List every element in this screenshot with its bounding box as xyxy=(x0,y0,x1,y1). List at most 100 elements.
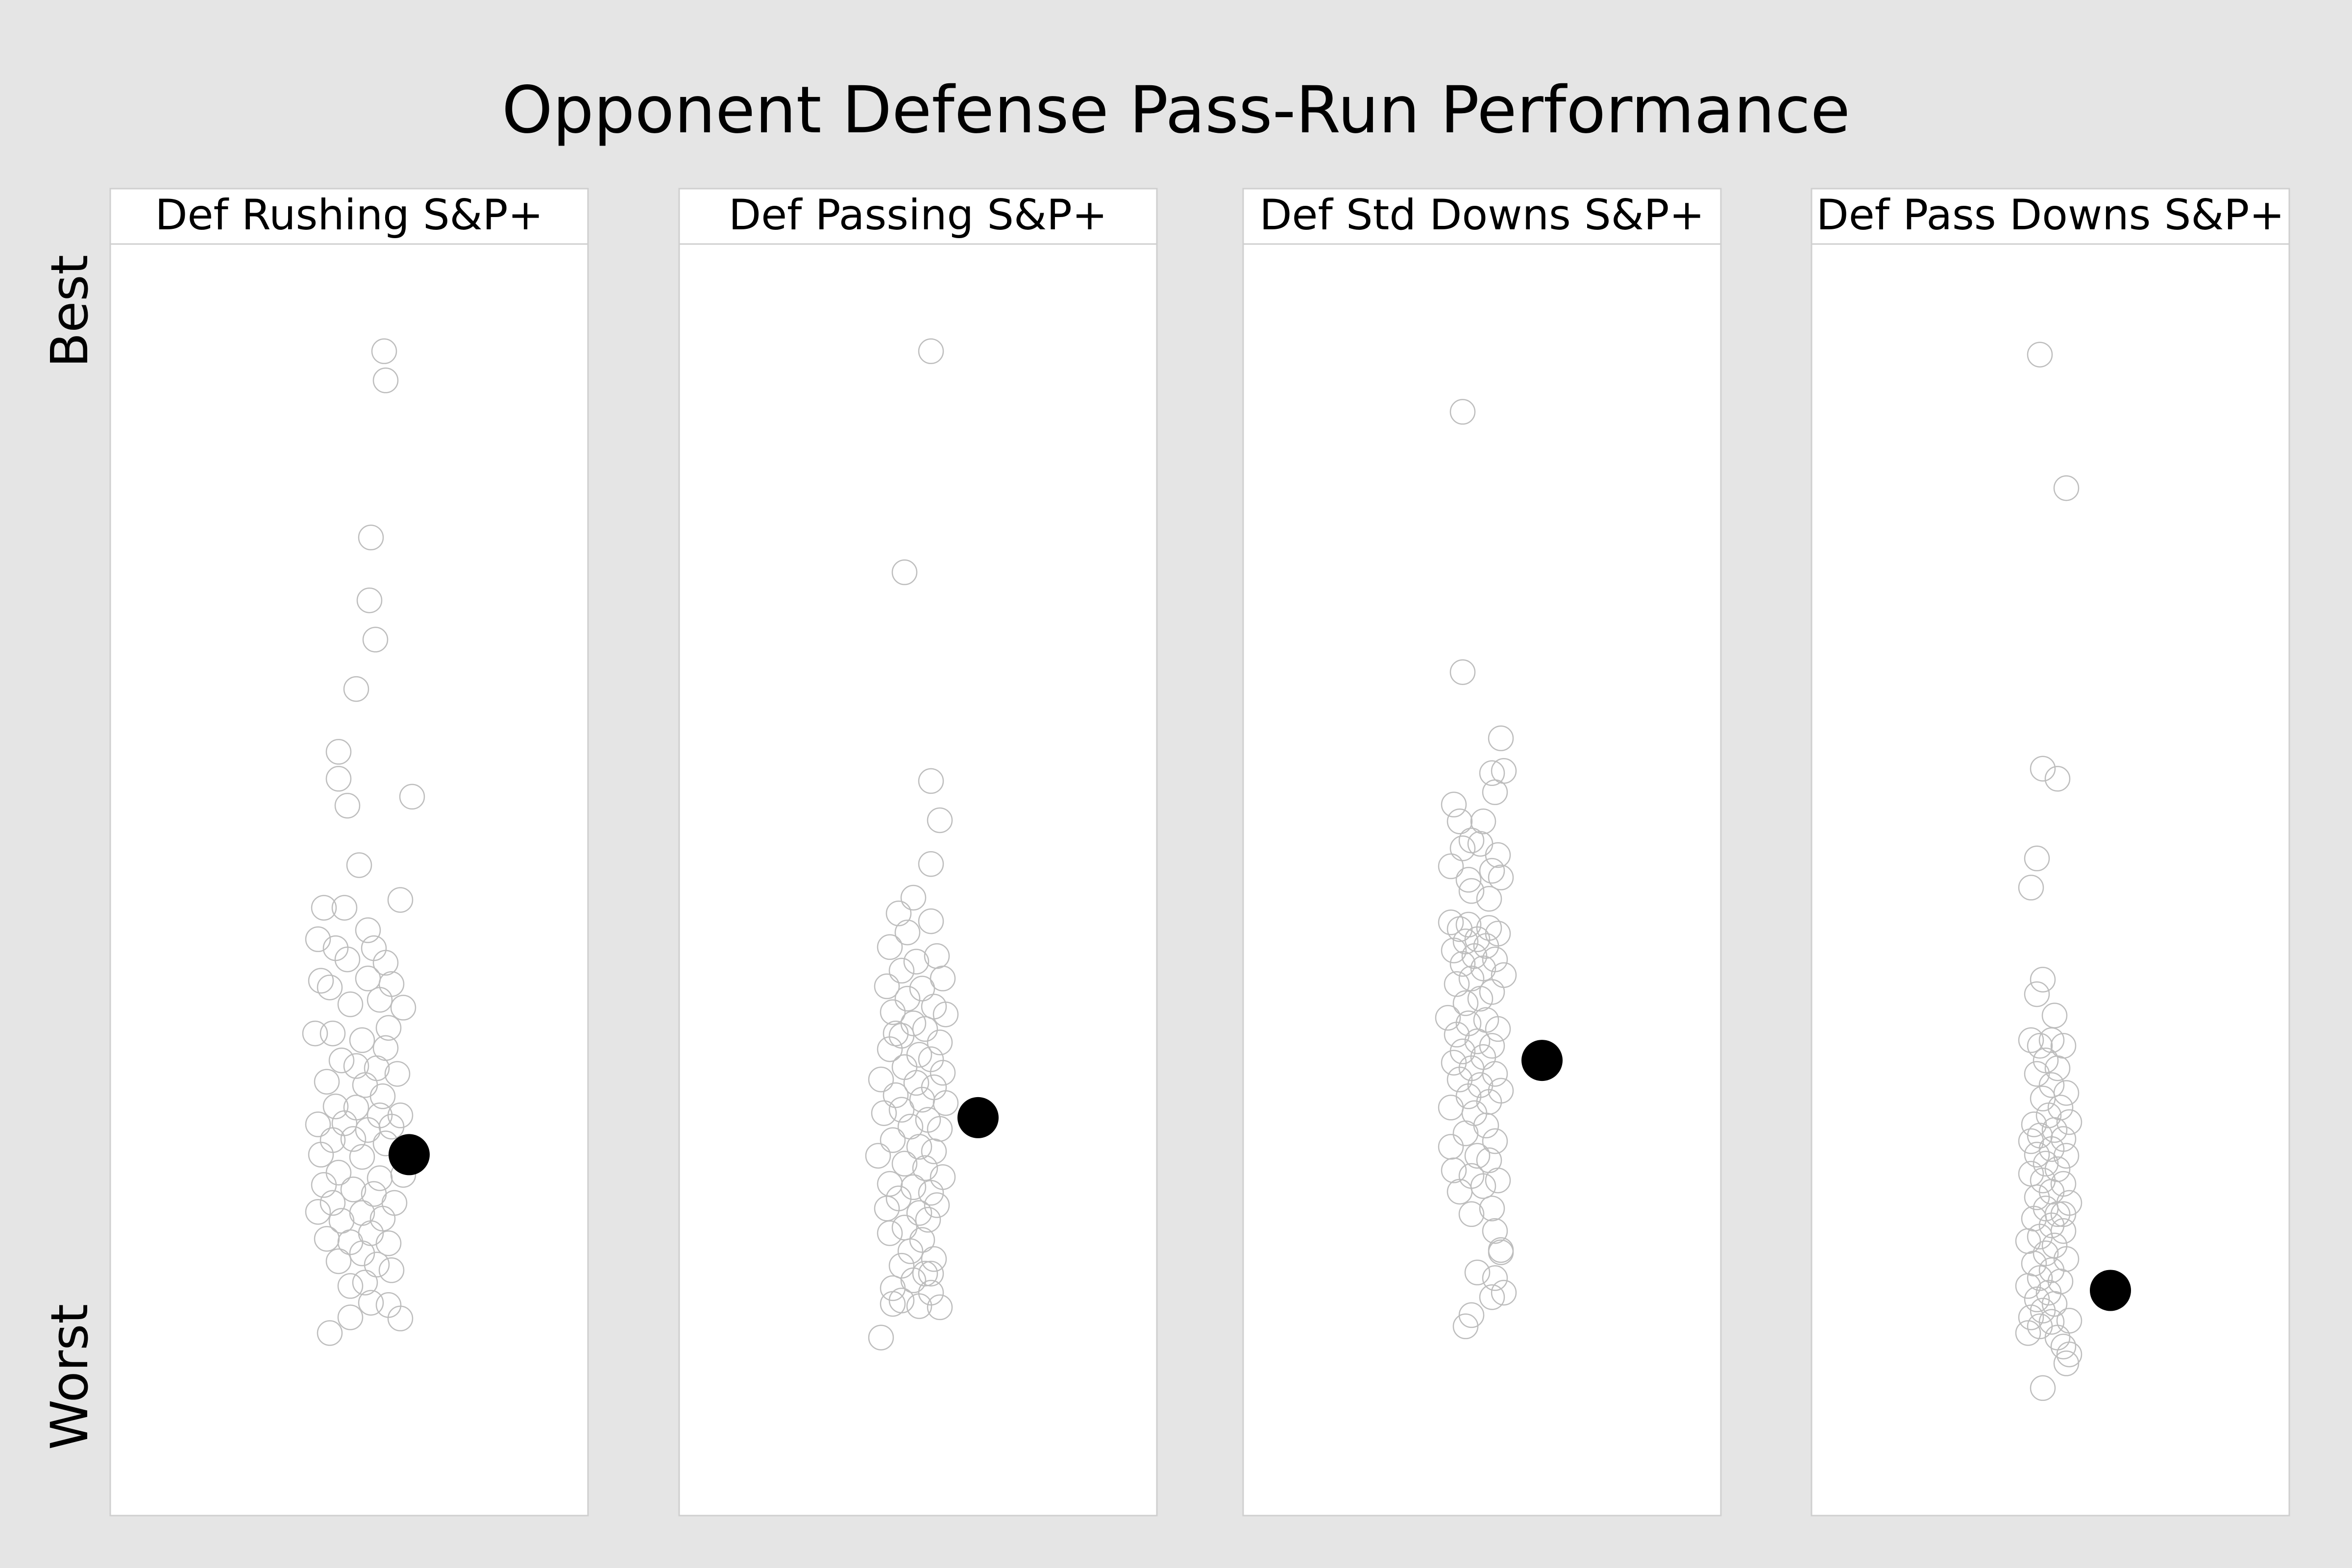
other-team-point xyxy=(1446,1178,1473,1205)
other-team-point xyxy=(1441,937,1467,963)
other-team-point xyxy=(906,1200,932,1226)
other-team-point xyxy=(302,1020,328,1047)
other-team-point xyxy=(877,1220,903,1246)
other-team-point xyxy=(906,1293,932,1319)
other-team-point xyxy=(2024,1286,2050,1313)
panel-2: Def Passing S&P+ xyxy=(678,188,1158,1517)
other-team-point xyxy=(325,1248,352,1274)
other-team-point xyxy=(319,1020,346,1047)
other-team-point xyxy=(877,934,903,960)
other-team-point xyxy=(2035,1279,2062,1306)
other-team-point xyxy=(2015,1320,2041,1346)
other-team-point xyxy=(882,1020,909,1047)
other-team-point xyxy=(1455,867,1482,893)
other-team-point xyxy=(2053,1143,2080,1169)
other-team-point xyxy=(1479,760,1505,786)
other-team-point xyxy=(1485,1016,1511,1042)
panel-title: Def Pass Downs S&P+ xyxy=(1816,191,2285,240)
other-team-point xyxy=(927,807,953,833)
other-team-point xyxy=(2056,1109,2082,1135)
other-team-point xyxy=(349,1144,375,1170)
other-team-point xyxy=(1488,864,1514,891)
other-team-point xyxy=(2018,1304,2044,1330)
other-team-point xyxy=(2038,1136,2065,1162)
other-team-point xyxy=(1491,1279,1517,1306)
other-team-point xyxy=(2030,756,2056,782)
other-team-point xyxy=(2033,1151,2059,1177)
other-team-point xyxy=(1438,909,1464,935)
other-team-point xyxy=(2018,875,2044,901)
other-team-point xyxy=(2053,1350,2080,1376)
other-team-point xyxy=(334,946,361,973)
chart-title: Opponent Defense Pass-Run Performance xyxy=(502,73,1850,148)
other-team-point xyxy=(328,1047,355,1074)
other-team-point xyxy=(358,524,384,551)
panel-plot-area xyxy=(678,243,1158,1517)
other-team-point xyxy=(880,1127,906,1153)
other-team-point xyxy=(343,676,369,702)
other-team-point xyxy=(2056,1341,2082,1368)
other-team-point xyxy=(930,1060,956,1086)
other-team-point xyxy=(1488,725,1514,752)
other-team-point xyxy=(2030,1085,2056,1112)
other-team-point xyxy=(2050,1333,2077,1360)
other-team-point xyxy=(906,1134,932,1160)
other-team-point xyxy=(2018,1027,2044,1054)
highlighted-team-point xyxy=(957,1097,999,1138)
other-team-point xyxy=(2041,1291,2068,1317)
other-team-point xyxy=(1449,835,1476,861)
other-team-point xyxy=(1438,853,1464,880)
other-team-point xyxy=(1488,1237,1514,1263)
other-team-point xyxy=(2030,966,2056,993)
other-team-point xyxy=(346,852,372,878)
other-team-point xyxy=(375,1015,402,1041)
panel-plot-area xyxy=(109,243,589,1517)
other-team-point xyxy=(1446,1066,1473,1093)
other-team-point xyxy=(1444,1022,1470,1048)
other-team-point xyxy=(885,900,912,927)
panel-strip xyxy=(1811,188,2290,245)
other-team-point xyxy=(1458,1302,1485,1328)
other-team-point xyxy=(356,587,383,613)
other-team-point xyxy=(337,1304,364,1330)
other-team-point xyxy=(924,1192,950,1218)
other-team-point xyxy=(918,1260,944,1287)
other-team-point xyxy=(882,1082,909,1108)
other-team-point xyxy=(305,1199,331,1225)
other-team-point xyxy=(1482,779,1508,806)
other-team-point xyxy=(1452,990,1479,1016)
other-team-point xyxy=(1485,842,1511,868)
other-team-point xyxy=(865,1143,891,1169)
other-team-point xyxy=(314,1069,340,1095)
panel-strip xyxy=(1242,188,1722,245)
other-team-point xyxy=(2044,766,2071,792)
other-team-point xyxy=(900,884,927,911)
other-team-point xyxy=(369,1083,396,1109)
other-team-point xyxy=(358,1290,384,1316)
other-team-point xyxy=(880,999,906,1025)
other-team-point xyxy=(2024,845,2050,872)
other-team-point xyxy=(355,917,381,943)
other-team-point xyxy=(372,950,399,976)
other-team-point xyxy=(384,1061,411,1087)
other-team-point xyxy=(1485,1167,1511,1194)
other-team-point xyxy=(900,1267,927,1294)
other-team-point xyxy=(2018,1128,2044,1154)
other-team-point xyxy=(2021,1111,2047,1137)
other-team-point xyxy=(378,1257,405,1283)
other-team-point xyxy=(352,1270,378,1296)
other-team-point xyxy=(1479,1284,1505,1310)
other-team-point xyxy=(868,1066,894,1093)
other-team-point xyxy=(367,987,393,1013)
other-team-point xyxy=(1464,1259,1491,1286)
other-team-point xyxy=(874,973,900,1000)
other-team-point xyxy=(337,991,364,1017)
other-team-point xyxy=(888,1097,915,1123)
highlighted-team-point xyxy=(1521,1040,1563,1081)
panel-title: Def Rushing S&P+ xyxy=(155,191,543,240)
other-team-point xyxy=(903,1070,930,1096)
other-team-point xyxy=(2030,1375,2056,1401)
other-team-point xyxy=(317,1320,343,1346)
other-team-point xyxy=(2038,1027,2065,1054)
other-team-point xyxy=(891,1151,918,1177)
